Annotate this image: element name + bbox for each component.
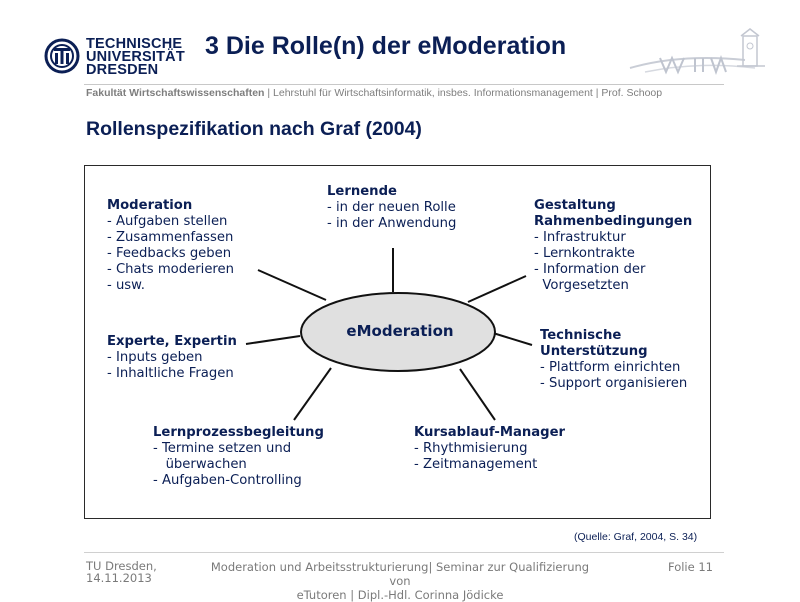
role-lernprozess: Lernprozessbegleitung - Termine setzen u…: [153, 425, 324, 489]
logo-line: UNIVERSITÄT: [86, 49, 185, 65]
faculty-chair: | Lehrstuhl für Wirtschaftsinformatik, i…: [264, 87, 663, 99]
section-title: Rollenspezifikation nach Graf (2004): [86, 118, 422, 140]
connector-line: [459, 368, 496, 421]
role-item: Vorgesetzten: [534, 278, 629, 293]
role-item: überwachen: [153, 457, 247, 472]
connector-line: [492, 332, 533, 346]
footer-course-line: eTutoren | Dipl.-Hdl. Corinna Jödicke: [296, 588, 504, 602]
decorative-sketch-icon: [629, 28, 765, 75]
role-item: - Information der: [534, 262, 646, 277]
role-experte: Experte, Expertin - Inputs geben - Inhal…: [107, 334, 237, 382]
role-item: - Feedbacks geben: [107, 246, 232, 261]
role-gestaltung: Gestaltung Rahmenbedingungen - Infrastru…: [534, 198, 692, 294]
footer-institution: TU Dresden,: [86, 559, 157, 573]
slide-number: Folie 11: [668, 560, 713, 574]
footer-date: TU Dresden, 14.11.2013: [86, 560, 157, 584]
center-ellipse: [300, 292, 496, 372]
footer-date-value: 14.11.2013: [86, 571, 152, 585]
faculty-line: Fakultät Wirtschaftswissenschaften | Leh…: [86, 87, 662, 99]
role-kursablauf: Kursablauf-Manager - Rhythmisierung - Ze…: [414, 425, 565, 473]
logo-wordmark: TECHNISCHE UNIVERSITÄT DRESDEN: [86, 36, 185, 78]
diagram-frame: [84, 165, 711, 519]
role-item: - Plattform einrichten: [540, 360, 681, 375]
role-technische: Technische Unterstützung - Plattform ein…: [540, 328, 687, 392]
footer-course: Moderation und Arbeitsstrukturierung| Se…: [200, 560, 600, 602]
role-item: - Aufgaben stellen: [107, 214, 228, 229]
role-lernende: Lernende - in der neuen Rolle - in der A…: [327, 184, 456, 232]
source-citation: (Quelle: Graf, 2004, S. 34): [574, 531, 698, 543]
role-heading: Lernende: [327, 184, 397, 199]
role-item: - Support organisieren: [540, 376, 688, 391]
role-item: - in der neuen Rolle: [327, 200, 456, 215]
role-heading: Gestaltung: [534, 198, 616, 213]
connector-line: [467, 275, 527, 303]
connector-line: [245, 335, 301, 345]
connector-line: [257, 269, 327, 301]
role-item: - Termine setzen und: [153, 441, 292, 456]
tu-dresden-logo-icon: [44, 38, 80, 74]
role-item: - Inhaltliche Fragen: [107, 366, 234, 381]
header-divider: [84, 84, 724, 85]
role-item: - Lernkontrakte: [534, 246, 635, 261]
role-item: - in der Anwendung: [327, 216, 457, 231]
role-item: - Zeitmanagement: [414, 457, 538, 472]
center-label: eModeration: [346, 322, 454, 340]
footer-divider: [84, 552, 724, 553]
role-moderation: Moderation - Aufgaben stellen - Zusammen…: [107, 198, 234, 294]
role-item: - Infrastruktur: [534, 230, 626, 245]
role-item: - Zusammenfassen: [107, 230, 234, 245]
role-item: - usw.: [107, 278, 145, 293]
connector-line: [293, 367, 332, 421]
role-heading: Kursablauf-Manager: [414, 425, 566, 440]
role-item: - Chats moderieren: [107, 262, 235, 277]
role-heading: Experte, Expertin: [107, 334, 237, 349]
slide-title: 3 Die Rolle(n) der eModeration: [205, 32, 567, 60]
role-item: - Inputs geben: [107, 350, 203, 365]
logo-line: TECHNISCHE: [86, 36, 183, 52]
role-heading: Technische: [540, 328, 622, 343]
role-heading: Lernprozessbegleitung: [153, 425, 324, 440]
role-heading: Moderation: [107, 198, 193, 213]
faculty-name: Fakultät Wirtschaftswissenschaften: [86, 87, 265, 99]
role-item: - Aufgaben-Controlling: [153, 473, 302, 488]
logo-line: DRESDEN: [86, 62, 159, 78]
footer-course-line: Moderation und Arbeitsstrukturierung| Se…: [210, 560, 590, 588]
role-heading: Rahmenbedingungen: [534, 214, 693, 229]
role-heading: Unterstützung: [540, 344, 648, 359]
role-item: - Rhythmisierung: [414, 441, 528, 456]
